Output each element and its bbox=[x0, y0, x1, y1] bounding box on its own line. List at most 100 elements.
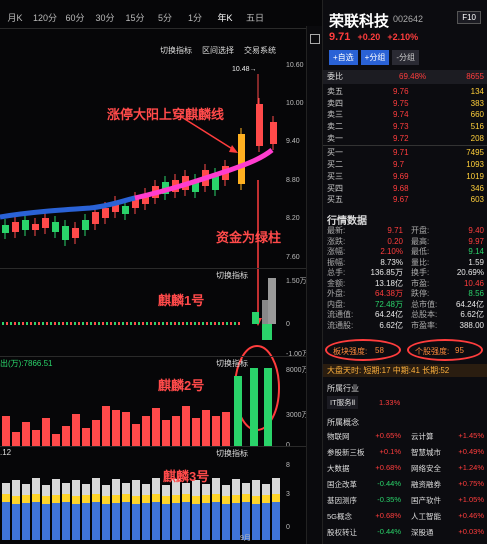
sub3-switch-button[interactable]: 切换指标 bbox=[216, 449, 248, 458]
sub1-bar bbox=[98, 322, 100, 325]
concept-name[interactable]: 深股通 bbox=[411, 528, 434, 537]
level-price: 9.68 bbox=[393, 183, 409, 193]
industry-tag[interactable]: IT服务Ⅱ bbox=[327, 396, 359, 409]
stat-value: 10.46 bbox=[463, 278, 484, 288]
candle-body bbox=[122, 206, 129, 214]
stat-key: 市盈率: bbox=[411, 320, 438, 330]
add-group-button[interactable]: +分组 bbox=[360, 50, 390, 65]
sub2-switch-button[interactable]: 切换指标 bbox=[216, 359, 248, 368]
add-watchlist-button[interactable]: +自选 bbox=[329, 50, 358, 65]
stat-value: 136.85万 bbox=[370, 268, 403, 277]
sub1-bar bbox=[30, 322, 32, 325]
price-change: +0.20 bbox=[357, 32, 381, 42]
f10-button[interactable]: F10 bbox=[457, 11, 481, 24]
tab-period-120m[interactable]: 120分 bbox=[32, 12, 58, 23]
sub3-bar-yellow bbox=[162, 496, 170, 504]
sub3-bar-blue bbox=[252, 504, 260, 540]
stat-value: 9.40 bbox=[468, 226, 484, 235]
range-select-button[interactable]: 区间选择 bbox=[202, 46, 234, 55]
stat-key: 最新: bbox=[327, 226, 346, 235]
sub3-bar-yellow bbox=[72, 496, 80, 504]
concept-name[interactable]: 云计算 bbox=[411, 432, 434, 441]
tab-period-1m[interactable]: 1分 bbox=[187, 12, 202, 23]
buy-level-2[interactable]: 买二 9.7 1093 bbox=[323, 159, 487, 171]
concept-name[interactable]: 股权转让 bbox=[327, 528, 357, 537]
stat-row: 流通值: 64.24亿 总股本: 6.62亿 bbox=[323, 310, 487, 321]
buy-level-3[interactable]: 买三 9.69 1019 bbox=[323, 171, 487, 183]
concept-change: +0.68% bbox=[375, 463, 401, 472]
sub3-bar-gray bbox=[2, 483, 10, 494]
sub2-bar bbox=[102, 406, 110, 446]
buy-level-4[interactable]: 买四 9.68 346 bbox=[323, 183, 487, 195]
stock-strength-highlight bbox=[407, 339, 483, 361]
tab-period-5m[interactable]: 5分 bbox=[157, 12, 172, 23]
sub3-bar-gray bbox=[152, 478, 160, 494]
sub3-bar-gray bbox=[82, 484, 90, 495]
candle-body bbox=[82, 220, 89, 230]
stat-value: 1.59 bbox=[468, 257, 484, 267]
sell-level-3[interactable]: 卖三 9.74 660 bbox=[323, 109, 487, 121]
collapse-panel-handle[interactable] bbox=[306, 26, 322, 544]
sub2-tick-1: 3000万 bbox=[286, 412, 309, 419]
sub2-label: 出(万):7866.51 bbox=[0, 359, 53, 368]
remove-group-button[interactable]: -分组 bbox=[392, 50, 420, 65]
sell-level-4[interactable]: 卖二 9.73 516 bbox=[323, 121, 487, 133]
concept-row: 大数据 +0.68% 网络安全 +1.24% bbox=[323, 460, 487, 476]
tab-period-month[interactable]: 月K bbox=[7, 12, 23, 23]
concept-name[interactable]: 国产软件 bbox=[411, 496, 441, 505]
concept-name[interactable]: 参股新三板 bbox=[327, 448, 365, 457]
tab-period-5day[interactable]: 五日 bbox=[245, 12, 264, 23]
concept-name[interactable]: 人工智能 bbox=[411, 512, 441, 521]
panel-toggle-icon[interactable] bbox=[310, 34, 320, 44]
concept-row: 国企改革 -0.44% 融资融券 +0.75% bbox=[323, 476, 487, 492]
buy-level-1[interactable]: 买一 9.71 7495 bbox=[323, 147, 487, 159]
level-label: 买五 bbox=[327, 195, 343, 205]
concept-name[interactable]: 5G概念 bbox=[327, 512, 353, 521]
tab-period-15m[interactable]: 15分 bbox=[125, 12, 145, 23]
sub1-bar bbox=[74, 322, 76, 325]
concept-name[interactable]: 融资融券 bbox=[411, 480, 441, 489]
sub1-bar bbox=[238, 322, 240, 325]
sub3-bar-gray bbox=[202, 484, 210, 495]
level-price: 9.69 bbox=[393, 171, 409, 181]
trade-system-button[interactable]: 交易系统 bbox=[244, 46, 276, 55]
concept-name[interactable]: 智慧城市 bbox=[411, 448, 441, 457]
chart-area[interactable]: 月K 120分 60分 30分 15分 5分 1分 年K 五日 切换指标 区间选… bbox=[0, 0, 322, 544]
sub1-switch-button[interactable]: 切换指标 bbox=[216, 271, 248, 280]
sub1-bar bbox=[214, 322, 216, 325]
stat-key: 跌停: bbox=[411, 289, 430, 298]
sub1-bar bbox=[58, 322, 60, 325]
switch-indicator-button[interactable]: 切换指标 bbox=[160, 46, 192, 55]
sub3-bar-gray bbox=[142, 484, 150, 495]
sub3-bar-yellow bbox=[12, 496, 20, 504]
sell-level-1[interactable]: 卖五 9.76 134 bbox=[323, 86, 487, 98]
sub1-bar bbox=[262, 324, 272, 340]
industry-change: 1.33% bbox=[379, 398, 401, 407]
stat-row: 总手: 136.85万 换手: 20.69% bbox=[323, 268, 487, 279]
sub3-bar-yellow bbox=[32, 494, 40, 502]
concept-name[interactable]: 国企改革 bbox=[327, 480, 357, 489]
annotation-green-bar: 资金为绿柱 bbox=[216, 230, 282, 245]
concept-name[interactable]: 大数据 bbox=[327, 464, 350, 473]
concept-name[interactable]: 物联网 bbox=[327, 432, 350, 441]
concept-name[interactable]: 基因测序 bbox=[327, 496, 357, 505]
sub1-bar bbox=[14, 322, 16, 325]
tab-period-year[interactable]: 年K bbox=[217, 12, 233, 23]
buy-level-5[interactable]: 买五 9.67 603 bbox=[323, 194, 487, 206]
concept-name[interactable]: 网络安全 bbox=[411, 464, 441, 473]
level-price: 9.7 bbox=[393, 160, 405, 170]
sub1-bar bbox=[38, 322, 40, 325]
sub3-bar-blue bbox=[142, 503, 150, 540]
sell-level-5[interactable]: 卖一 9.72 208 bbox=[323, 133, 487, 145]
candle-body bbox=[238, 134, 245, 184]
sub3-bar-yellow bbox=[232, 495, 240, 503]
tab-period-30m[interactable]: 30分 bbox=[95, 12, 115, 23]
sub1-bar bbox=[122, 322, 124, 325]
sub1-bar bbox=[166, 322, 168, 325]
tab-period-60m[interactable]: 60分 bbox=[65, 12, 85, 23]
stat-row: 内盘: 72.48万 总市值: 64.24亿 bbox=[323, 300, 487, 311]
level-volume: 603 bbox=[470, 195, 484, 205]
sell-level-2[interactable]: 卖四 9.75 383 bbox=[323, 98, 487, 110]
stat-row: 金额: 13.18亿 市盈: 10.46 bbox=[323, 279, 487, 290]
stat-value: 13.18亿 bbox=[374, 278, 403, 288]
